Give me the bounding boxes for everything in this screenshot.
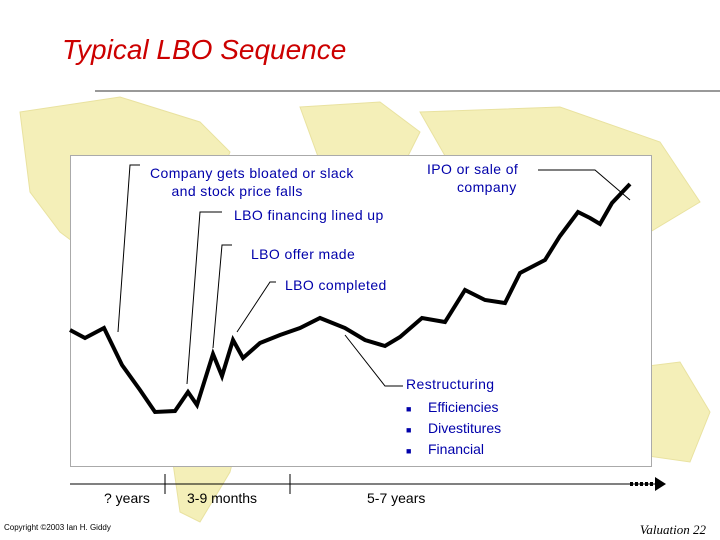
chart-panel	[70, 155, 652, 467]
timeline-dash-segment	[630, 482, 653, 486]
timeline-label-restructure-years: 5-7 years	[367, 490, 426, 506]
bullet-icon: ■	[406, 425, 412, 435]
label-lbo-completed: LBO completed	[285, 277, 387, 293]
leader-bloated	[117, 164, 140, 333]
label-lbo-offer: LBO offer made	[251, 246, 356, 262]
bullet-icon: ■	[406, 446, 412, 456]
timeline-label-months: 3-9 months	[187, 490, 258, 506]
timeline-label-years: ? years	[104, 490, 150, 506]
leader-restructuring	[344, 334, 403, 387]
copyright-text: Copyright ©2003 Ian H. Giddy	[4, 523, 111, 532]
leader-offer	[212, 244, 232, 349]
label-company-bloated: Company gets bloated or slack and stock …	[150, 165, 354, 199]
timeline-arrowhead	[655, 477, 666, 491]
leader-financing	[186, 211, 222, 385]
label-restructuring: Restructuring	[406, 376, 495, 392]
stock-price-line	[69, 182, 632, 415]
title-divider	[95, 90, 720, 92]
list-item: ■ Efficiencies	[406, 397, 501, 418]
bullet-icon: ■	[406, 404, 412, 414]
label-ipo: IPO or sale of company	[427, 161, 519, 195]
slide-footer: Valuation 22	[639, 522, 706, 537]
list-item: ■ Divestitures	[406, 418, 501, 439]
slide-title: Typical LBO Sequence	[62, 34, 347, 65]
label-lbo-financing: LBO financing lined up	[234, 207, 384, 223]
list-item: ■ Financial	[406, 439, 501, 460]
restructuring-list: ■ Efficiencies ■ Divestitures ■ Financial	[406, 397, 501, 460]
leader-completed	[236, 281, 276, 333]
leader-ipo	[538, 169, 631, 201]
